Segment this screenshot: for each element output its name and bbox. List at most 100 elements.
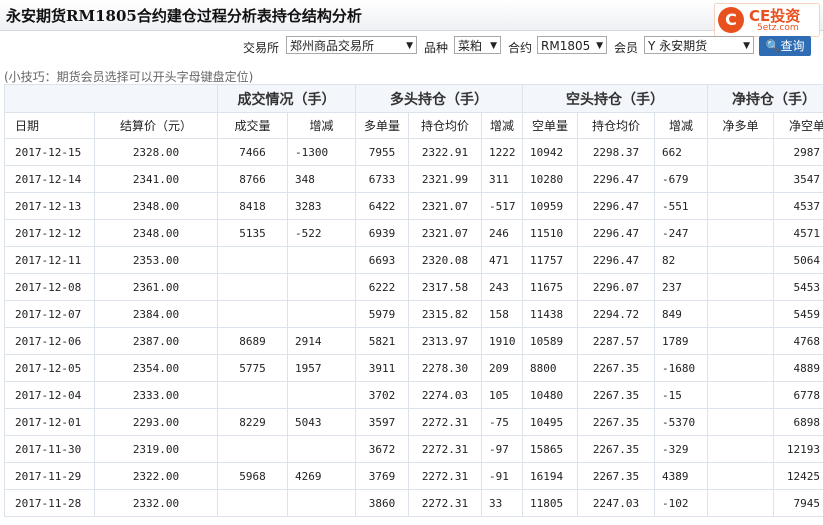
cell-volume-change xyxy=(287,489,356,517)
col-long-qty[interactable]: 多单量 xyxy=(355,112,409,139)
cell-volume-change: 4269 xyxy=(287,462,356,490)
cell-long-change: 158 xyxy=(481,300,523,328)
cell-settle: 2353.00 xyxy=(94,246,218,274)
cell-short-change: 662 xyxy=(654,138,708,166)
filter-bar: 交易所 郑州商品交易所 ▼ 品种 菜粕 ▼ 合约 RM1805 ▼ 会员 Y 永… xyxy=(0,36,823,58)
cell-long-avg: 2272.31 xyxy=(408,489,482,517)
cell-date: 2017-12-07 xyxy=(4,300,95,328)
cell-volume xyxy=(217,300,288,328)
cell-date: 2017-12-15 xyxy=(4,138,95,166)
cell-date: 2017-12-04 xyxy=(4,381,95,409)
cell-short-change: -329 xyxy=(654,435,708,463)
cell-net-long xyxy=(707,435,774,463)
cell-settle: 2348.00 xyxy=(94,192,218,220)
cell-long-change: 311 xyxy=(481,165,523,193)
cell-net-short: 6778 xyxy=(773,381,823,409)
cell-long-avg: 2321.07 xyxy=(408,192,482,220)
chevron-down-icon: ▼ xyxy=(743,41,750,51)
col-net-short[interactable]: 净空单 xyxy=(773,112,823,139)
col-settle[interactable]: 结算价（元） xyxy=(94,112,218,139)
query-button[interactable]: 🔍查询 xyxy=(759,36,811,56)
logo-brand: CE投资 xyxy=(749,7,801,25)
query-button-label: 查询 xyxy=(780,39,805,53)
site-logo[interactable]: C CE投资 5etz.com xyxy=(714,3,820,37)
cell-net-long xyxy=(707,381,774,409)
table-row: 2017-12-11 2353.00 6693 2320.08 471 11757 2296… xyxy=(4,246,823,274)
table-row: 2017-11-28 2332.00 3860 2272.31 33 11805 2247.… xyxy=(4,489,823,517)
cell-short-avg: 2296.07 xyxy=(577,273,655,301)
col-date[interactable]: 日期 xyxy=(4,112,95,139)
cell-net-short: 5453 xyxy=(773,273,823,301)
member-select[interactable]: Y 永安期货 ▼ xyxy=(644,36,754,54)
cell-net-short: 5064 xyxy=(773,246,823,274)
col-long-change[interactable]: 增减 xyxy=(481,112,523,139)
cell-volume: 8766 xyxy=(217,165,288,193)
cell-date: 2017-12-11 xyxy=(4,246,95,274)
variety-select[interactable]: 菜粕 ▼ xyxy=(454,36,501,54)
cell-short-avg: 2287.57 xyxy=(577,327,655,355)
group-header-row: 成交情况（手） 多头持仓（手） 空头持仓（手） 净持仓（手） xyxy=(4,84,823,113)
cell-volume: 5775 xyxy=(217,354,288,382)
cell-date: 2017-12-08 xyxy=(4,273,95,301)
cell-short-qty: 10280 xyxy=(522,165,578,193)
cell-settle: 2361.00 xyxy=(94,273,218,301)
cell-long-qty: 3769 xyxy=(355,462,409,490)
col-short-qty[interactable]: 空单量 xyxy=(522,112,578,139)
cell-net-short: 4571 xyxy=(773,219,823,247)
cell-net-long xyxy=(707,165,774,193)
table-row: 2017-11-30 2319.00 3672 2272.31 -97 15865 2267… xyxy=(4,435,823,463)
cell-settle: 2328.00 xyxy=(94,138,218,166)
cell-net-long xyxy=(707,219,774,247)
cell-long-qty: 7955 xyxy=(355,138,409,166)
cell-volume xyxy=(217,435,288,463)
cell-short-change: 4389 xyxy=(654,462,708,490)
cell-date: 2017-11-28 xyxy=(4,489,95,517)
cell-settle: 2322.00 xyxy=(94,462,218,490)
col-net-long[interactable]: 净多单 xyxy=(707,112,774,139)
cell-short-change: 237 xyxy=(654,273,708,301)
member-select-value: Y 永安期货 xyxy=(648,39,708,53)
chevron-down-icon: ▼ xyxy=(406,41,413,51)
cell-volume-change xyxy=(287,246,356,274)
col-volume-change[interactable]: 增减 xyxy=(287,112,356,139)
cell-net-long xyxy=(707,354,774,382)
cell-long-qty: 6693 xyxy=(355,246,409,274)
cell-settle: 2333.00 xyxy=(94,381,218,409)
col-volume[interactable]: 成交量 xyxy=(217,112,288,139)
exchange-select[interactable]: 郑州商品交易所 ▼ xyxy=(286,36,417,54)
cell-long-qty: 6422 xyxy=(355,192,409,220)
cell-long-qty: 3702 xyxy=(355,381,409,409)
cell-volume xyxy=(217,273,288,301)
cell-volume: 5135 xyxy=(217,219,288,247)
cell-short-qty: 11675 xyxy=(522,273,578,301)
cell-long-change: -517 xyxy=(481,192,523,220)
cell-short-avg: 2267.35 xyxy=(577,354,655,382)
tip-text: (小技巧：期货会员选择可以开头字母键盘定位) xyxy=(4,70,254,84)
cell-short-qty: 11438 xyxy=(522,300,578,328)
cell-long-change: 1222 xyxy=(481,138,523,166)
cell-date: 2017-12-14 xyxy=(4,165,95,193)
cell-short-avg: 2247.03 xyxy=(577,489,655,517)
cell-short-avg: 2298.37 xyxy=(577,138,655,166)
table-row: 2017-12-01 2293.00 8229 5043 3597 2272.31 -75 1… xyxy=(4,408,823,436)
col-short-avg[interactable]: 持仓均价 xyxy=(577,112,655,139)
cell-short-qty: 15865 xyxy=(522,435,578,463)
contract-select[interactable]: RM1805 ▼ xyxy=(537,36,607,54)
cell-volume-change: 3283 xyxy=(287,192,356,220)
col-long-avg[interactable]: 持仓均价 xyxy=(408,112,482,139)
cell-short-qty: 11757 xyxy=(522,246,578,274)
cell-long-avg: 2315.82 xyxy=(408,300,482,328)
cell-short-avg: 2267.35 xyxy=(577,408,655,436)
cell-long-change: -75 xyxy=(481,408,523,436)
cell-volume xyxy=(217,246,288,274)
cell-long-change: -91 xyxy=(481,462,523,490)
cell-net-long xyxy=(707,138,774,166)
cell-long-change: 243 xyxy=(481,273,523,301)
cell-short-avg: 2267.35 xyxy=(577,462,655,490)
col-short-change[interactable]: 增减 xyxy=(654,112,708,139)
cell-short-change: -679 xyxy=(654,165,708,193)
cell-long-change: 1910 xyxy=(481,327,523,355)
cell-date: 2017-12-13 xyxy=(4,192,95,220)
cell-volume-change xyxy=(287,435,356,463)
cell-settle: 2332.00 xyxy=(94,489,218,517)
